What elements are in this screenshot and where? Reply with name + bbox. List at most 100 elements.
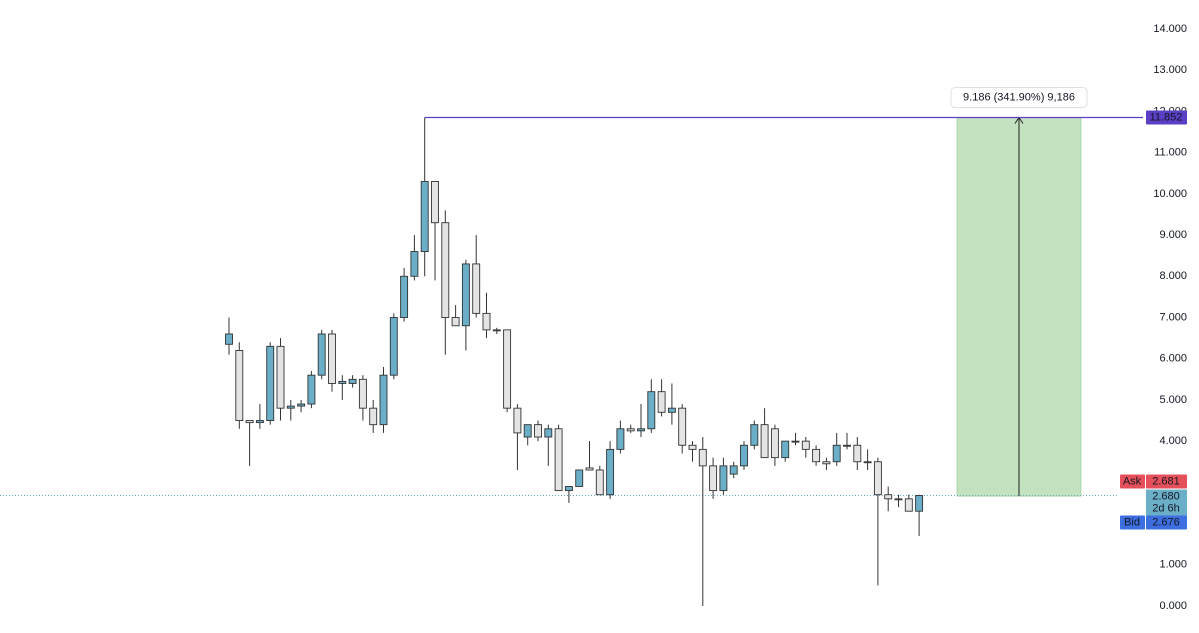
candle-body: [348, 378, 357, 384]
y-tick-label: 10.000: [1153, 188, 1187, 200]
y-tick-label: 9.000: [1159, 229, 1187, 241]
candle-body: [863, 461, 872, 464]
bid-label-name: Bid: [1124, 516, 1140, 528]
candle-body: [420, 181, 429, 253]
last-countdown: 2d 6h: [1152, 502, 1180, 514]
ask-label-name-bg: [1120, 474, 1145, 489]
y-tick-label: 14.000: [1153, 23, 1187, 35]
candle-body: [843, 444, 851, 447]
bid-value: 2.676: [1152, 516, 1180, 528]
candle-body: [915, 495, 924, 512]
candle-body: [781, 440, 790, 459]
candle-body: [307, 374, 316, 405]
candle-body: [873, 461, 882, 496]
y-tick-label: 11.000: [1154, 147, 1187, 159]
candle-body: [904, 498, 913, 512]
candle-body: [266, 345, 275, 421]
ask-label-name: Ask: [1123, 475, 1142, 487]
candle-body: [616, 428, 625, 450]
candle-body: [235, 350, 244, 421]
measure-label-bg: [950, 87, 1088, 109]
candle-body: [678, 407, 687, 446]
candle-body: [894, 498, 903, 501]
candle-body: [317, 333, 326, 376]
candle-body: [492, 329, 501, 332]
high-label-text: 11.852: [1150, 111, 1183, 123]
ask-label-bg: [1146, 474, 1187, 489]
candle-body: [564, 486, 573, 492]
candle-body: [750, 424, 759, 446]
candle-body: [667, 407, 676, 413]
candle-body: [328, 333, 336, 384]
candle-body: [688, 444, 697, 450]
candle-body: [245, 420, 254, 424]
high-label-bg: [1146, 110, 1187, 125]
candle-body: [482, 312, 491, 331]
candle-body: [657, 391, 666, 413]
candle-body: [451, 317, 460, 327]
candle-body: [853, 444, 862, 463]
candle-body: [400, 275, 409, 318]
candle-body: [554, 428, 563, 492]
candle-body: [441, 222, 450, 318]
y-tick-label: 5.000: [1159, 394, 1187, 406]
candle-body: [812, 448, 821, 463]
last-value: 2.680: [1152, 490, 1180, 502]
measure-label: 9.186 (341.90%) 9,186: [950, 87, 1088, 109]
candle-body: [255, 420, 264, 424]
bid-label-name-bg: [1120, 515, 1145, 530]
candle-body: [431, 181, 439, 224]
bid-label-bg: [1146, 515, 1187, 530]
candle-body: [770, 428, 779, 459]
candle-body: [503, 329, 512, 409]
candle-body: [297, 403, 306, 407]
candle-body: [740, 444, 748, 467]
candle-body: [523, 424, 532, 438]
y-tick-label: 7.000: [1159, 311, 1187, 323]
candle-body: [647, 391, 656, 430]
candle-body: [286, 405, 295, 409]
candle-body: [832, 444, 841, 463]
bid-label: Bid 2.676: [1120, 515, 1187, 530]
candle-body: [801, 440, 810, 450]
candle-body: [729, 465, 738, 475]
high-label: 11.852: [1146, 110, 1187, 125]
y-tick-label: 8.000: [1159, 270, 1187, 282]
candle-body: [358, 378, 367, 409]
candle-body: [225, 333, 233, 345]
candle-body: [276, 345, 285, 409]
candle-body: [595, 469, 604, 496]
y-tick-label: 0.000: [1159, 600, 1187, 612]
candle-body: [472, 263, 481, 314]
y-tick-label: 6.000: [1159, 353, 1187, 365]
candle-body: [822, 461, 831, 465]
candle-body: [369, 407, 378, 426]
ask-value: 2.681: [1152, 475, 1180, 487]
candle-body: [544, 428, 553, 438]
candle-body: [791, 440, 800, 443]
candle-body: [606, 448, 615, 496]
candle-body: [698, 448, 707, 467]
ask-label: Ask 2.681: [1120, 474, 1187, 489]
candle-body: [338, 380, 347, 384]
y-tick-label: 13.000: [1153, 64, 1187, 76]
y-tick-label: 4.000: [1159, 435, 1187, 447]
candle-body: [585, 467, 594, 471]
candle-body: [719, 465, 728, 492]
candle-body: [575, 469, 584, 487]
candle-body: [626, 428, 635, 432]
candle-body: [389, 317, 398, 376]
candle-body: [410, 251, 419, 277]
candle-body: [534, 424, 542, 438]
candle-body: [461, 263, 470, 327]
candle-body: [513, 407, 522, 434]
candle-body: [709, 465, 718, 492]
y-tick-label: 1.000: [1159, 559, 1187, 571]
candle-body: [760, 424, 769, 459]
last-label-bg: [1146, 489, 1187, 516]
candle-body: [379, 374, 388, 426]
candle-body: [637, 428, 645, 432]
measure-label-text: 9.186 (341.90%) 9,186: [963, 91, 1075, 103]
